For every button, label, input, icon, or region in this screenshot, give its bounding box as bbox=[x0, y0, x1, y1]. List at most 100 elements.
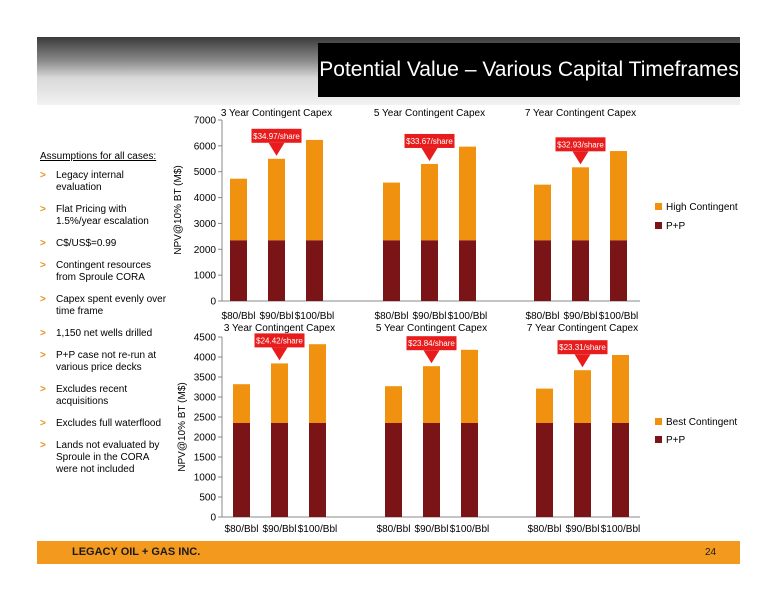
y-axis-title: NPV@10% BT (M$) bbox=[173, 165, 184, 254]
assumptions-list: > Legacy internal evaluation > Flat Pricin… bbox=[40, 170, 170, 486]
page-number: 24 bbox=[705, 547, 717, 558]
bar-contingent bbox=[230, 178, 247, 241]
company-logo: LEGACY OIL + GAS INC. bbox=[72, 546, 201, 558]
legend-label: P+P bbox=[666, 221, 686, 232]
assumption-item: > P+P case not re-run at various price de… bbox=[40, 350, 170, 374]
callout-box bbox=[254, 333, 305, 348]
legend-label: Best Contingent bbox=[666, 417, 737, 428]
y-tick-label: 1500 bbox=[194, 453, 217, 464]
chevron-right-icon: > bbox=[40, 294, 46, 305]
y-tick-label: 7000 bbox=[194, 116, 217, 127]
callout-box bbox=[557, 340, 608, 355]
callout-box bbox=[251, 128, 302, 143]
assumption-text: Flat Pricing with 1.5%/year escalation bbox=[56, 204, 149, 227]
assumption-item: > Legacy internal evaluation bbox=[40, 170, 170, 194]
legend-swatch bbox=[655, 436, 662, 443]
y-tick-label: 4000 bbox=[194, 193, 217, 204]
group-label: 3 Year Contingent Capex bbox=[224, 323, 335, 334]
x-tick-label: $80/Bbl bbox=[377, 524, 411, 535]
chevron-right-icon: > bbox=[40, 260, 46, 271]
bar-contingent bbox=[610, 151, 627, 241]
group-label: 3 Year Contingent Capex bbox=[221, 108, 332, 119]
bar-contingent bbox=[421, 163, 438, 241]
x-tick-label: $100/Bbl bbox=[450, 524, 489, 535]
title-box: Potential Value – Various Capital Timefr… bbox=[318, 43, 740, 97]
y-tick-label: 2500 bbox=[194, 413, 217, 424]
bar-contingent bbox=[534, 184, 551, 241]
x-tick-label: $80/Bbl bbox=[225, 524, 259, 535]
assumption-item: > C$/US$=0.99 bbox=[40, 238, 170, 250]
chevron-right-icon: > bbox=[40, 384, 46, 395]
bar-pp bbox=[423, 423, 440, 517]
assumption-item: > Excludes full waterflood bbox=[40, 418, 170, 430]
bar-pp bbox=[610, 240, 627, 301]
assumption-item: >1,150 net wells drilled bbox=[40, 328, 170, 340]
group-label: 5 Year Contingent Capex bbox=[376, 323, 487, 334]
bar-pp bbox=[306, 240, 323, 301]
bar-contingent bbox=[574, 370, 591, 423]
assumption-text: C$/US$=0.99 bbox=[56, 238, 117, 249]
chevron-right-icon: > bbox=[40, 238, 46, 249]
callout-label: $24.42/share bbox=[256, 336, 303, 345]
assumption-item: > Lands not evaluated by Sproule in the C… bbox=[40, 440, 170, 476]
callout-arrow-icon bbox=[423, 350, 440, 364]
y-axis-title: NPV@10% BT (M$) bbox=[177, 382, 188, 471]
footer-bar bbox=[37, 541, 740, 564]
callout-arrow-icon bbox=[574, 354, 591, 368]
bar-contingent bbox=[572, 167, 589, 241]
callout-arrow-icon bbox=[268, 142, 285, 156]
group-label: 5 Year Contingent Capex bbox=[374, 108, 485, 119]
x-tick-label: $90/Bbl bbox=[564, 311, 598, 322]
x-tick-label: $80/Bbl bbox=[526, 311, 560, 322]
callout-box bbox=[406, 336, 457, 351]
assumption-item: > Flat Pricing with 1.5%/year escalation bbox=[40, 204, 170, 228]
y-tick-label: 0 bbox=[210, 297, 216, 308]
y-tick-label: 5000 bbox=[194, 167, 217, 178]
bar-pp bbox=[271, 423, 288, 517]
x-tick-label: $100/Bbl bbox=[298, 524, 337, 535]
bar-contingent bbox=[385, 386, 402, 423]
x-tick-label: $90/Bbl bbox=[415, 524, 449, 535]
bar-pp bbox=[534, 240, 551, 301]
x-tick-label: $80/Bbl bbox=[375, 311, 409, 322]
callout-label: $23.31/share bbox=[559, 343, 606, 352]
bar-contingent bbox=[306, 139, 323, 241]
bar-contingent bbox=[233, 384, 250, 423]
x-tick-label: $90/Bbl bbox=[263, 524, 297, 535]
legend-swatch bbox=[655, 203, 662, 210]
assumption-text: Legacy internal evaluation bbox=[56, 170, 124, 193]
assumption-text: Contingent resources from Sproule CORA bbox=[56, 260, 152, 283]
x-tick-label: $80/Bbl bbox=[222, 311, 256, 322]
assumption-item: > Excludes recent acquisitions bbox=[40, 384, 170, 408]
callout-box bbox=[404, 133, 455, 148]
chevron-right-icon: > bbox=[40, 204, 46, 215]
legend-swatch bbox=[655, 222, 662, 229]
chevron-right-icon: > bbox=[40, 328, 46, 339]
chevron-right-icon: > bbox=[40, 170, 46, 181]
bar-pp bbox=[572, 240, 589, 301]
callout-label: $33.67/share bbox=[406, 137, 453, 146]
y-tick-label: 2000 bbox=[194, 433, 217, 444]
y-tick-label: 2000 bbox=[194, 245, 217, 256]
y-tick-label: 0 bbox=[210, 513, 216, 524]
chevron-right-icon: > bbox=[40, 350, 46, 361]
callout-box bbox=[555, 137, 606, 152]
group-label: 7 Year Contingent Capex bbox=[527, 323, 638, 334]
bar-contingent bbox=[271, 363, 288, 423]
page-title: Potential Value – Various Capital Timefr… bbox=[319, 58, 739, 81]
assumptions-title: Assumptions for all cases: bbox=[40, 151, 157, 162]
y-tick-label: 500 bbox=[199, 493, 216, 504]
bar-pp bbox=[383, 240, 400, 301]
bar-contingent bbox=[383, 182, 400, 241]
bar-pp bbox=[233, 423, 250, 517]
bar-contingent bbox=[423, 366, 440, 423]
y-tick-label: 3000 bbox=[194, 219, 217, 230]
chevron-right-icon: > bbox=[40, 440, 46, 451]
assumption-text: 1,150 net wells drilled bbox=[56, 328, 153, 339]
bar-contingent bbox=[459, 146, 476, 241]
x-tick-label: $90/Bbl bbox=[260, 311, 294, 322]
x-tick-label: $100/Bbl bbox=[599, 311, 638, 322]
group-label: 7 Year Contingent Capex bbox=[525, 108, 636, 119]
callout-label: $32.93/share bbox=[557, 140, 604, 149]
